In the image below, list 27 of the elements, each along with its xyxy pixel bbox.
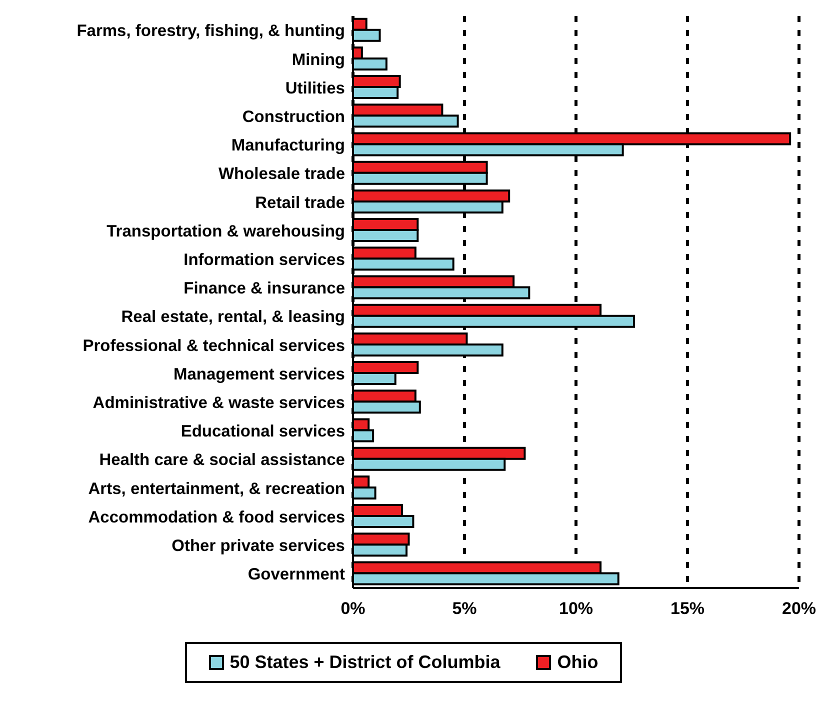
y-tick-label: Real estate, rental, & leasing: [121, 308, 345, 326]
y-tick-label: Mining: [292, 50, 345, 69]
y-tick-label: Utilities: [285, 79, 345, 98]
y-tick-label: Administrative & waste services: [92, 394, 345, 412]
y-tick-label: Transportation & warehousing: [106, 222, 345, 240]
y-tick-label: Retail trade: [255, 194, 345, 212]
y-tick-label: Professional & technical services: [82, 336, 345, 355]
x-tick-label: 5%: [452, 599, 477, 618]
y-tick-label: Farms, forestry, fishing, & hunting: [76, 22, 345, 40]
legend-label: 50 States + District of Columbia: [228, 652, 500, 673]
y-tick-label: Arts, entertainment, & recreation: [88, 480, 345, 498]
legend-label: Ohio: [556, 652, 598, 673]
x-tick-label: 10%: [558, 599, 594, 618]
y-tick-label: Construction: [242, 108, 345, 126]
y-tick-label: Wholesale trade: [218, 165, 345, 184]
y-tick-label: Health care & social assistance: [99, 451, 345, 470]
y-tick-label: Accommodation & food services: [88, 508, 345, 526]
x-tick-label: 15%: [670, 599, 705, 618]
x-tick-label: 20%: [782, 599, 816, 618]
y-tick-label: Government: [248, 566, 346, 584]
y-tick-label: Finance & insurance: [184, 280, 345, 298]
x-tick-label: 0%: [340, 599, 366, 618]
y-tick-label: Educational services: [180, 422, 345, 441]
y-tick-label: Management services: [173, 365, 345, 384]
y-tick-label: Other private services: [172, 536, 345, 555]
y-tick-label: Information services: [184, 250, 345, 269]
y-tick-label: Manufacturing: [231, 136, 345, 155]
